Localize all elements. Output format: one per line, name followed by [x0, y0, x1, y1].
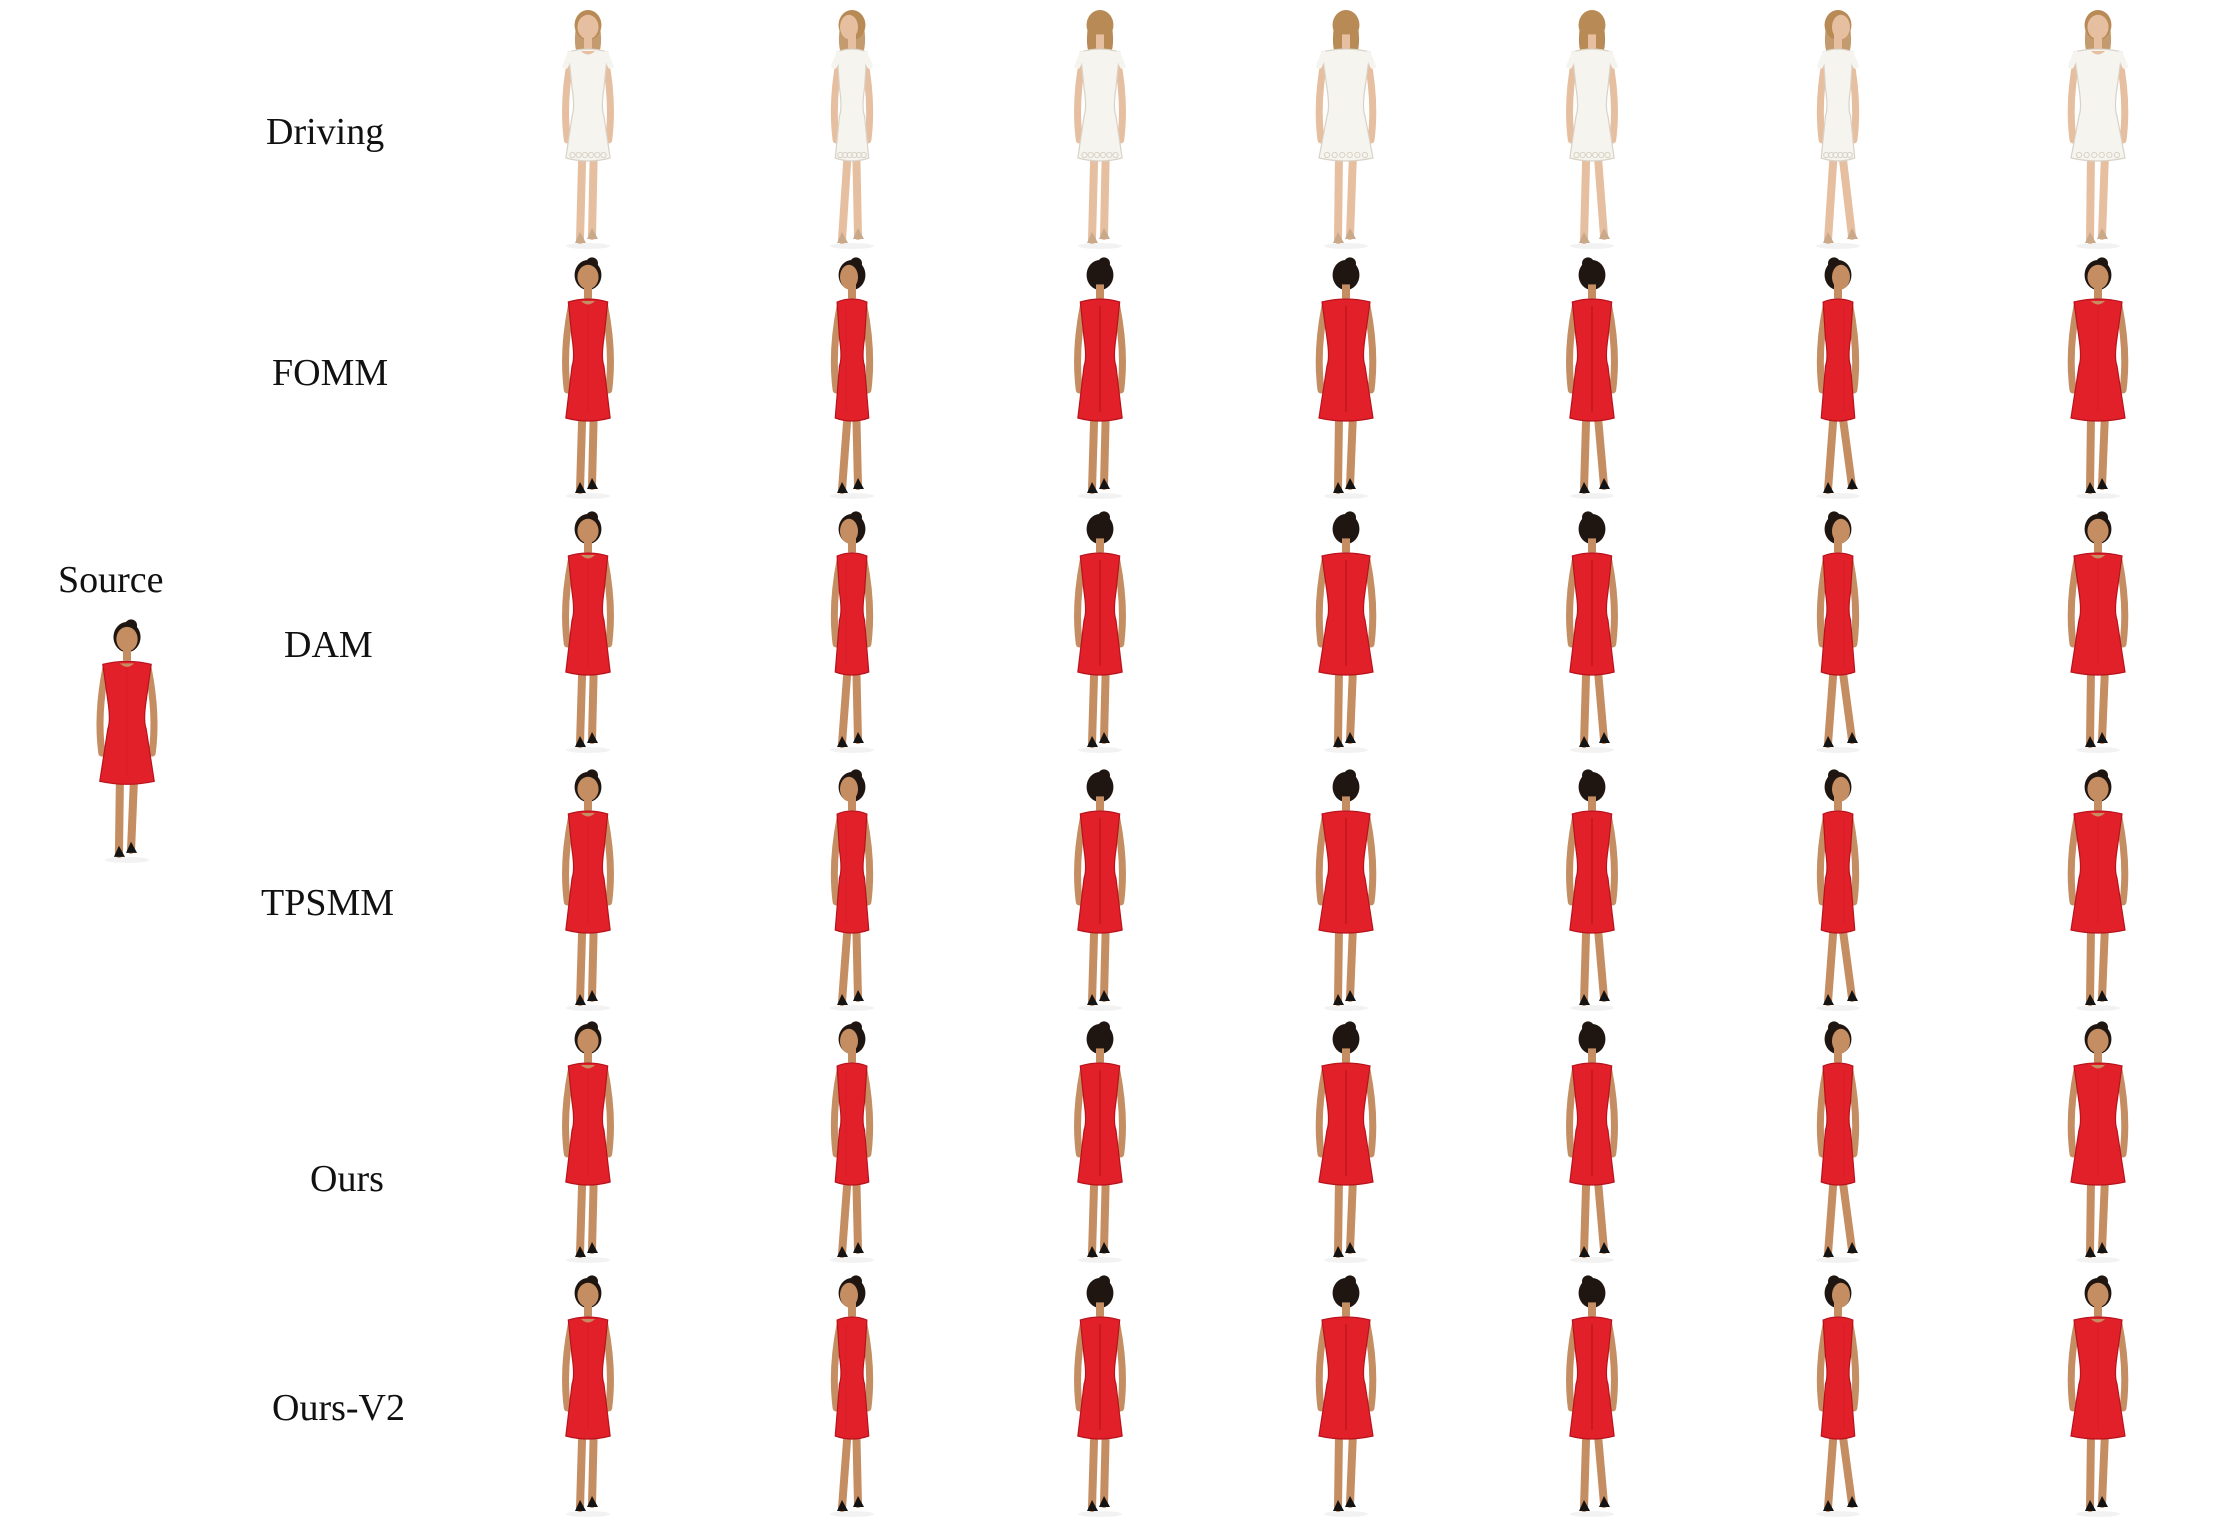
driving-frame-6 — [1816, 10, 1860, 249]
row-label-ours: Ours — [310, 1158, 384, 1200]
fomm-frame-3 — [1074, 257, 1126, 499]
tpsmm-frame-4 — [1315, 769, 1377, 1011]
ours-frame-2 — [830, 1021, 874, 1263]
ours-frame-4 — [1315, 1021, 1377, 1263]
driving-frame-4 — [1315, 10, 1377, 249]
dam-frame-6 — [1816, 511, 1860, 753]
driving-frame-3 — [1074, 10, 1126, 249]
fomm-frame-5 — [1566, 257, 1618, 499]
driving-frame-2 — [830, 10, 874, 249]
tpsmm-frame-3 — [1074, 769, 1126, 1011]
driving-frame-1 — [562, 10, 614, 249]
fomm-frame-4 — [1315, 257, 1377, 499]
ours-v2-frame-4 — [1315, 1275, 1377, 1517]
row-label-ours-v2: Ours-V2 — [272, 1387, 405, 1429]
tpsmm-frame-7 — [2067, 769, 2129, 1011]
ours-v2-frame-6 — [1816, 1275, 1860, 1517]
tpsmm-frame-5 — [1566, 769, 1618, 1011]
tpsmm-frame-6 — [1816, 769, 1860, 1011]
row-label-fomm: FOMM — [272, 352, 389, 394]
dam-frame-2 — [830, 511, 874, 753]
row-label-dam: DAM — [284, 624, 373, 666]
row-label-tpsmm: TPSMM — [261, 882, 395, 924]
ours-frame-5 — [1566, 1021, 1618, 1263]
dam-frame-7 — [2067, 511, 2129, 753]
dam-frame-3 — [1074, 511, 1126, 753]
dam-frame-4 — [1315, 511, 1377, 753]
tpsmm-frame-2 — [830, 769, 874, 1011]
ours-v2-frame-7 — [2067, 1275, 2129, 1517]
dam-frame-1 — [562, 511, 614, 753]
ours-v2-frame-1 — [562, 1275, 614, 1517]
row-label-driving: Driving — [266, 111, 385, 153]
ours-v2-frame-3 — [1074, 1275, 1126, 1517]
dam-frame-5 — [1566, 511, 1618, 753]
driving-frame-5 — [1566, 10, 1618, 249]
ours-v2-frame-2 — [830, 1275, 874, 1517]
tpsmm-frame-1 — [562, 769, 614, 1011]
ours-v2-frame-5 — [1566, 1275, 1618, 1517]
ours-frame-7 — [2067, 1021, 2129, 1263]
ours-frame-6 — [1816, 1021, 1860, 1263]
fomm-frame-1 — [562, 257, 614, 499]
source-image — [96, 619, 158, 863]
fomm-frame-6 — [1816, 257, 1860, 499]
fomm-frame-2 — [830, 257, 874, 499]
source-label: Source — [58, 559, 164, 601]
driving-frame-7 — [2067, 10, 2129, 249]
ours-frame-1 — [562, 1021, 614, 1263]
ours-frame-3 — [1074, 1021, 1126, 1263]
fomm-frame-7 — [2067, 257, 2129, 499]
